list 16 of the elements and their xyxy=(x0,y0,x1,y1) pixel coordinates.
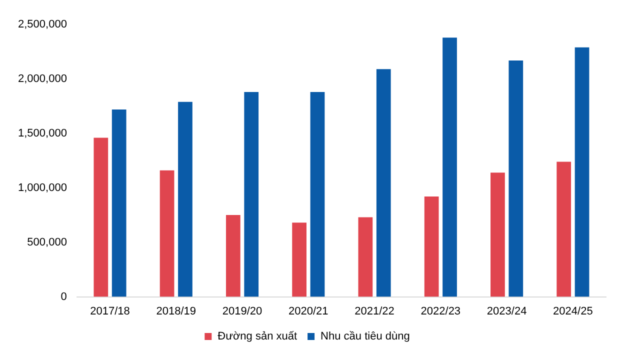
y-tick-label: 1,500,000 xyxy=(18,128,67,140)
y-tick-label: 0 xyxy=(60,290,67,303)
x-tick-label: 2024/25 xyxy=(553,305,593,318)
x-tick-label: 2019/20 xyxy=(222,305,262,318)
y-tick-label: 2,000,000 xyxy=(18,73,67,86)
legend-label: Nhu cầu tiêu dùng xyxy=(320,330,410,343)
y-tick-label: 2,500,000 xyxy=(18,18,67,31)
x-tick-label: 2022/23 xyxy=(420,305,461,318)
legend-label: Đường sản xuất xyxy=(218,330,298,343)
x-tick-label: 2017/18 xyxy=(90,305,130,318)
x-tick-label: 2020/21 xyxy=(288,305,328,318)
x-tick-label: 2021/22 xyxy=(354,305,394,318)
x-tick-label: 2018/19 xyxy=(156,305,196,318)
y-tick-label: 500,000 xyxy=(27,236,67,248)
y-tick-label: 1,000,000 xyxy=(18,182,67,194)
x-tick-label: 2023/24 xyxy=(486,305,527,318)
